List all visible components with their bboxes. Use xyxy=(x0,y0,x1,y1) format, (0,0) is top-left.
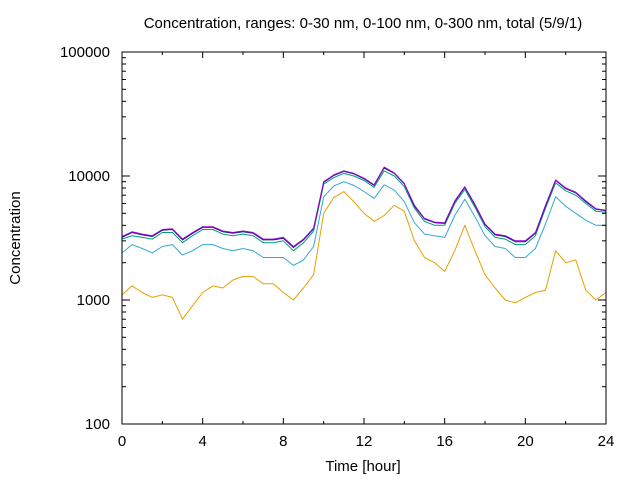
series-line-2 xyxy=(121,181,606,266)
x-axis: 0 4 8 12 16 20 24 xyxy=(118,52,615,450)
y-axis: 100 1000 10000 100000 xyxy=(60,44,606,433)
series-line-5 xyxy=(121,166,607,247)
y-tick-label: 10000 xyxy=(68,168,110,185)
x-tick-label: 16 xyxy=(436,433,453,450)
series-line-3 xyxy=(121,170,607,252)
plot-lines xyxy=(121,166,607,320)
series-line-1 xyxy=(121,191,607,320)
y-tick-label: 100000 xyxy=(60,44,110,61)
x-tick-label: 0 xyxy=(118,433,126,450)
x-tick-label: 12 xyxy=(356,433,373,450)
x-tick-label: 20 xyxy=(517,433,534,450)
x-axis-label: Time [hour] xyxy=(325,458,400,475)
x-tick-label: 8 xyxy=(279,433,287,450)
chart-title: Concentration, ranges: 0-30 nm, 0-100 nm… xyxy=(144,15,583,32)
x-tick-label: 24 xyxy=(598,433,615,450)
y-tick-label: 100 xyxy=(85,416,110,433)
y-tick-label: 1000 xyxy=(77,292,110,309)
series-line-4 xyxy=(121,167,607,248)
y-axis-label: Concentration xyxy=(7,191,24,284)
x-tick-label: 4 xyxy=(198,433,206,450)
